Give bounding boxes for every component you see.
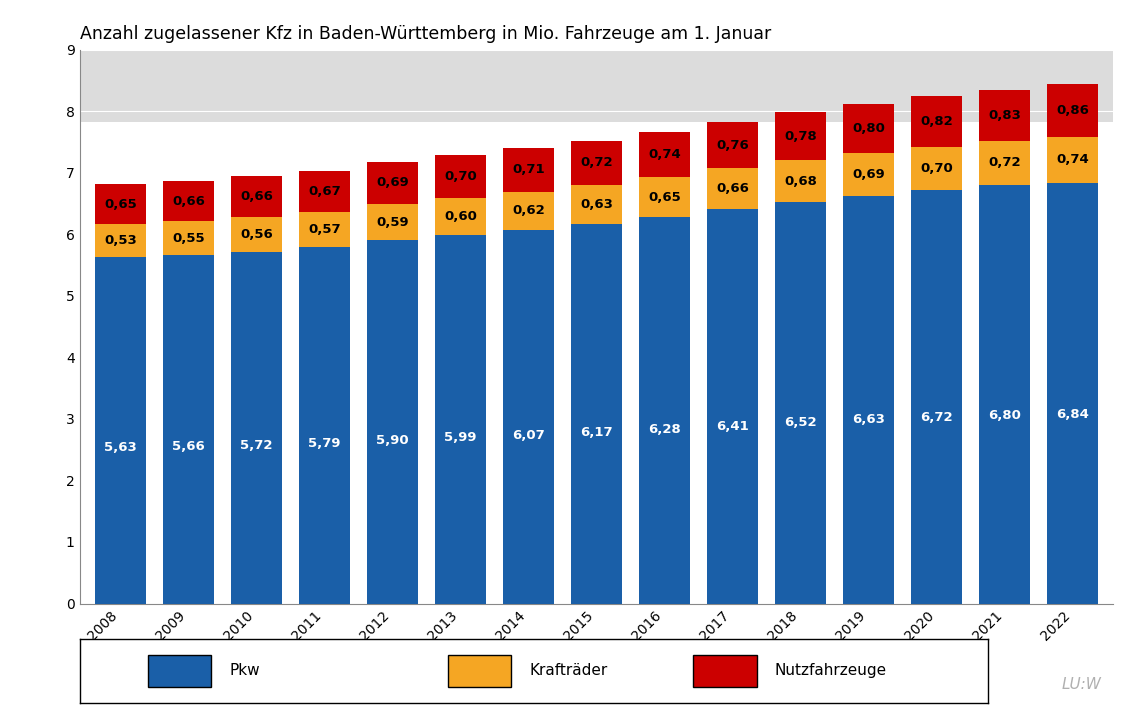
Text: 0,86: 0,86 [1056, 104, 1089, 117]
Text: 6,84: 6,84 [1056, 408, 1089, 420]
Text: 0,69: 0,69 [852, 168, 885, 181]
Bar [843, 153, 894, 195]
Bar [503, 192, 554, 230]
Text: 0,76: 0,76 [716, 138, 749, 151]
FancyBboxPatch shape [448, 655, 511, 687]
Text: 5,79: 5,79 [308, 437, 341, 449]
Bar [707, 209, 758, 604]
Bar [162, 255, 214, 604]
Text: 6,17: 6,17 [580, 426, 612, 439]
Text: 0,57: 0,57 [308, 223, 341, 236]
Bar [231, 217, 282, 251]
Bar [843, 195, 894, 604]
Text: 6,07: 6,07 [512, 429, 545, 442]
Bar [367, 162, 418, 204]
Text: 0,72: 0,72 [988, 156, 1021, 170]
Text: 0,60: 0,60 [444, 210, 477, 223]
Text: 0,72: 0,72 [580, 156, 612, 170]
Bar [435, 155, 486, 198]
Text: 5,90: 5,90 [376, 434, 409, 447]
Bar [1047, 84, 1099, 137]
Text: 0,63: 0,63 [580, 198, 612, 211]
Bar [1047, 137, 1099, 182]
Bar [231, 251, 282, 604]
Text: 0,71: 0,71 [512, 163, 544, 177]
Bar [1047, 182, 1099, 604]
Bar [299, 212, 350, 247]
Text: 0,74: 0,74 [648, 148, 680, 160]
Text: 0,66: 0,66 [240, 190, 273, 203]
Text: 0,65: 0,65 [105, 198, 136, 211]
Text: 0,69: 0,69 [376, 176, 409, 190]
Text: 5,99: 5,99 [444, 431, 477, 444]
Bar [911, 97, 962, 147]
Bar [775, 160, 826, 202]
Text: 0,83: 0,83 [988, 109, 1021, 121]
Bar [571, 224, 621, 604]
Text: 0,78: 0,78 [784, 130, 817, 143]
Text: 0,67: 0,67 [308, 185, 341, 198]
Bar [435, 198, 486, 235]
Bar [843, 104, 894, 153]
Bar [367, 204, 418, 241]
Text: 6,80: 6,80 [988, 409, 1021, 422]
Text: 0,65: 0,65 [648, 190, 680, 204]
Bar [707, 168, 758, 209]
Text: 6,72: 6,72 [920, 411, 953, 424]
Text: 5,72: 5,72 [240, 439, 273, 452]
Text: 6,63: 6,63 [852, 413, 885, 427]
Text: 0,82: 0,82 [920, 115, 953, 129]
Bar [503, 230, 554, 604]
Text: 0,66: 0,66 [716, 182, 749, 195]
Text: 0,62: 0,62 [512, 204, 545, 217]
Text: LU:W: LU:W [1062, 677, 1102, 692]
Bar [775, 112, 826, 160]
Bar [80, 50, 1113, 122]
Bar [979, 141, 1030, 185]
Text: 0,56: 0,56 [240, 228, 273, 241]
FancyBboxPatch shape [693, 655, 757, 687]
Bar [367, 241, 418, 604]
Bar [503, 148, 554, 192]
Bar [638, 217, 690, 604]
FancyBboxPatch shape [148, 655, 211, 687]
Bar [979, 185, 1030, 604]
Bar [571, 185, 621, 224]
Bar [571, 141, 621, 185]
Text: 0,53: 0,53 [105, 234, 136, 247]
Bar [94, 185, 145, 224]
Text: 5,66: 5,66 [172, 440, 204, 453]
Text: Anzahl zugelassener Kfz in Baden-Württemberg in Mio. Fahrzeuge am 1. Januar: Anzahl zugelassener Kfz in Baden-Württem… [80, 25, 770, 43]
Text: 0,70: 0,70 [444, 170, 477, 183]
Text: 0,68: 0,68 [784, 175, 817, 188]
Bar [775, 202, 826, 604]
Bar [231, 177, 282, 217]
Text: 0,55: 0,55 [172, 231, 204, 245]
Bar [299, 171, 350, 212]
Text: 0,74: 0,74 [1056, 153, 1088, 166]
Text: 6,41: 6,41 [716, 420, 749, 432]
Text: Pkw: Pkw [229, 663, 260, 679]
Bar [707, 121, 758, 168]
Bar [638, 177, 690, 217]
Text: 0,80: 0,80 [852, 122, 885, 135]
Text: Nutzfahrzeuge: Nutzfahrzeuge [775, 663, 887, 679]
Text: 6,52: 6,52 [784, 417, 817, 430]
Bar [435, 235, 486, 604]
Bar [162, 222, 214, 255]
Bar [94, 224, 145, 257]
Text: 0,59: 0,59 [376, 216, 409, 229]
Text: 6,28: 6,28 [648, 423, 680, 436]
Bar [911, 190, 962, 604]
Bar [162, 181, 214, 222]
Text: Krafträder: Krafträder [529, 663, 608, 679]
Bar [94, 257, 145, 604]
Bar [638, 131, 690, 177]
Text: 0,70: 0,70 [920, 162, 953, 175]
Bar [979, 89, 1030, 141]
Bar [911, 147, 962, 190]
Bar [299, 247, 350, 604]
Text: 0,66: 0,66 [172, 195, 204, 207]
Text: 5,63: 5,63 [105, 441, 136, 454]
